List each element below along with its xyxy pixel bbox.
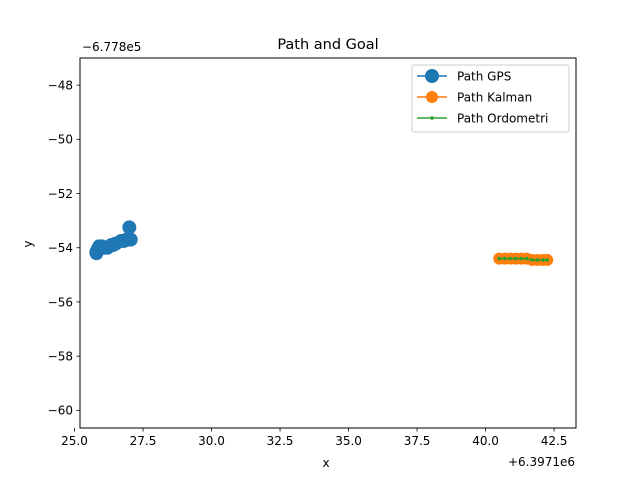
- legend-marker-gps: [425, 69, 439, 83]
- legend: Path GPS Path Kalman Path Ordometri: [411, 64, 570, 133]
- data-point: [524, 256, 529, 261]
- legend-marker-ordometri: [430, 116, 434, 120]
- legend-label-ordometri: Path Ordometri: [457, 112, 548, 126]
- legend-marker-kalman: [426, 91, 438, 103]
- y-tick-label: −56: [48, 295, 73, 309]
- data-point: [497, 256, 502, 261]
- series-path-gps: [89, 220, 138, 261]
- data-point: [541, 258, 545, 262]
- legend-label-gps: Path GPS: [457, 70, 511, 84]
- y-tick-label: −54: [48, 241, 73, 255]
- y-tick-label: −58: [48, 349, 73, 363]
- x-tick-label: 37.5: [404, 434, 431, 448]
- x-tick-label: 25.0: [61, 434, 88, 448]
- x-offset-label: +6.3971e6: [508, 455, 575, 469]
- data-point: [530, 258, 534, 262]
- y-tick-label: −50: [48, 133, 73, 147]
- data-point: [513, 256, 518, 261]
- data-point: [545, 258, 550, 262]
- data-point: [122, 220, 137, 235]
- legend-box: [411, 64, 570, 133]
- y-axis-label: y: [21, 240, 35, 247]
- x-axis-label: x: [322, 456, 329, 470]
- plot-area: [89, 220, 554, 266]
- x-tick-label: 32.5: [267, 434, 294, 448]
- x-tick-label: 30.0: [198, 434, 225, 448]
- series-line: [499, 257, 548, 261]
- data-point: [519, 256, 523, 261]
- x-tick-label: 27.5: [130, 434, 157, 448]
- y-tick-label: −52: [48, 187, 73, 201]
- y-tick-label: −48: [48, 78, 73, 92]
- y-offset-label: −6.778e5: [82, 40, 141, 54]
- data-point: [502, 256, 507, 261]
- data-point: [116, 233, 131, 248]
- y-axis-ticks: −48 −50 −52 −54 −56 −58 −60: [48, 78, 80, 418]
- plot-frame: [79, 57, 577, 429]
- y-tick-label: −60: [48, 404, 73, 418]
- data-point: [89, 244, 104, 259]
- x-tick-label: 40.0: [472, 434, 499, 448]
- legend-label-kalman: Path Kalman: [457, 91, 532, 105]
- series-path-ordometri: [497, 256, 550, 262]
- x-axis-ticks: 25.0 27.5 30.0 32.5 35.0 37.5 40.0 42.5: [61, 428, 567, 448]
- data-point: [508, 256, 513, 261]
- chart-title: Path and Goal: [277, 37, 378, 53]
- x-tick-label: 35.0: [335, 434, 362, 448]
- x-tick-label: 42.5: [541, 434, 568, 448]
- data-point: [535, 258, 540, 262]
